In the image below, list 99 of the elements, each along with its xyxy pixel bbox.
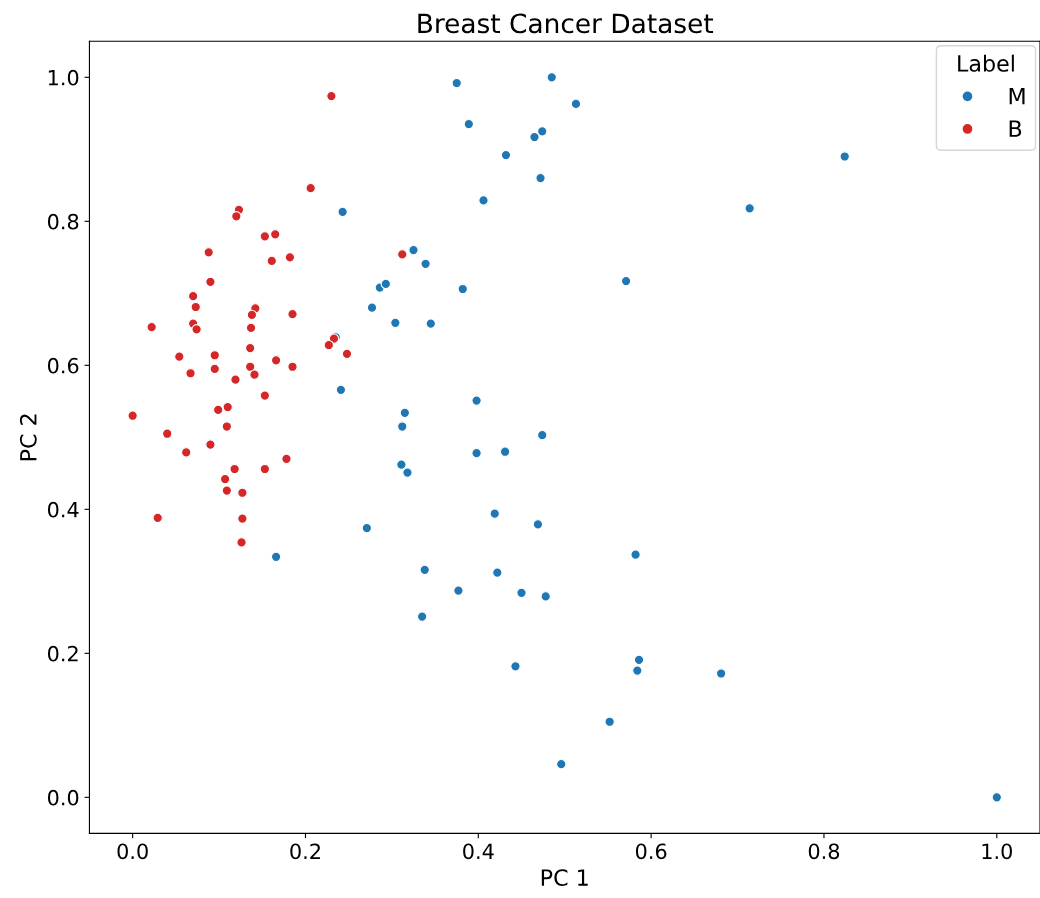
x-tick-label: 0.6: [635, 843, 667, 860]
point: [402, 467, 413, 478]
point: [397, 421, 408, 432]
legend-label: B: [1009, 120, 1022, 137]
point: [230, 374, 241, 385]
point: [537, 126, 548, 137]
point: [399, 407, 411, 419]
point: [632, 665, 643, 676]
x-tick-label: 1.0: [982, 843, 1012, 860]
point: [209, 350, 220, 361]
point: [532, 519, 544, 530]
point: [237, 487, 248, 498]
point: [630, 549, 641, 560]
point: [205, 439, 216, 450]
point: [266, 255, 277, 267]
point: [209, 363, 220, 375]
point: [191, 324, 202, 335]
point: [244, 342, 256, 354]
point: [715, 668, 727, 679]
point: [451, 77, 462, 89]
point: [556, 759, 567, 770]
x-tick-label: 0.2: [290, 843, 320, 860]
y-tick-label: 0.2: [47, 645, 78, 662]
point: [453, 585, 464, 596]
point: [249, 369, 260, 380]
point: [187, 290, 199, 302]
point: [270, 551, 282, 563]
y-tick-label: 0.0: [47, 789, 79, 806]
point: [499, 446, 511, 457]
point: [489, 508, 500, 519]
point: [287, 361, 298, 372]
point: [471, 395, 482, 406]
point: [529, 131, 540, 143]
point: [471, 447, 482, 459]
point: [420, 258, 431, 270]
x-axis-title: PC 1: [541, 869, 588, 886]
legend-label: M: [1009, 87, 1025, 105]
point: [219, 473, 231, 485]
point: [744, 203, 755, 214]
point: [408, 244, 419, 256]
point: [991, 792, 1003, 803]
y-tick-label: 0.8: [47, 213, 79, 230]
point: [380, 278, 392, 290]
point: [396, 459, 407, 470]
y-tick-label: 1.0: [48, 69, 79, 86]
point: [366, 302, 378, 313]
point: [185, 368, 196, 379]
point: [478, 195, 489, 206]
point: [390, 317, 401, 329]
point: [205, 276, 216, 288]
point: [161, 428, 173, 439]
point: [287, 308, 298, 320]
point: [281, 453, 292, 465]
chart-title: Breast Cancer Dataset: [418, 13, 714, 34]
point: [245, 322, 257, 334]
legend-title: Label: [958, 54, 1014, 72]
point: [221, 485, 233, 496]
point: [305, 182, 316, 194]
point: [397, 249, 408, 260]
point: [361, 522, 373, 534]
y-axis-title: PC 2: [19, 414, 37, 461]
point: [259, 231, 271, 242]
point: [839, 151, 850, 162]
point: [510, 661, 521, 672]
point: [546, 72, 557, 83]
point: [146, 321, 157, 333]
point: [127, 410, 138, 421]
point: [259, 390, 271, 401]
point: [221, 421, 233, 432]
y-tick-label: 0.4: [47, 501, 79, 518]
point: [244, 361, 256, 372]
point: [270, 229, 281, 240]
point: [326, 90, 337, 102]
x-tick-label: 0.0: [117, 843, 148, 860]
point: [246, 309, 258, 321]
point: [236, 537, 247, 548]
point: [492, 567, 503, 578]
point: [181, 447, 192, 458]
point: [231, 211, 242, 222]
point: [516, 587, 527, 599]
y-tick-label: 0.6: [47, 357, 79, 374]
point: [604, 716, 615, 727]
point: [425, 318, 436, 329]
point: [540, 591, 551, 602]
point: [500, 149, 512, 161]
point: [174, 351, 185, 362]
point: [323, 339, 335, 351]
point: [237, 513, 248, 524]
point: [537, 429, 548, 441]
point: [620, 275, 632, 287]
point: [416, 611, 428, 622]
point: [284, 252, 296, 263]
point: [535, 172, 546, 184]
point: [270, 355, 282, 366]
point: [463, 118, 475, 130]
x-tick-label: 0.8: [808, 843, 840, 860]
x-tick-label: 0.4: [463, 843, 494, 860]
point: [222, 401, 233, 413]
point: [203, 247, 214, 258]
